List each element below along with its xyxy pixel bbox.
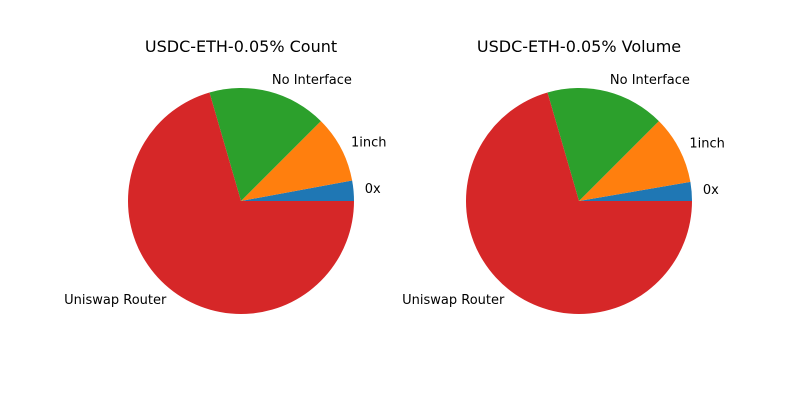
pie-labels-volume: 0x 1inch No Interface Uniswap Router <box>402 73 725 308</box>
pie-slice-count-0x <box>241 180 354 201</box>
chart-title-volume: USDC-ETH-0.05% Volume <box>477 37 681 56</box>
chart-title-count: USDC-ETH-0.05% Count <box>145 37 337 56</box>
pie-label-volume-1inch: 1inch <box>689 136 725 151</box>
pie-label-volume-no-interface: No Interface <box>610 73 690 88</box>
pie-label-volume-uniswap-router: Uniswap Router <box>402 293 505 308</box>
pie-label-count-no-interface: No Interface <box>272 73 352 88</box>
pie-labels-count: 0x 1inch No Interface Uniswap Router <box>64 73 386 308</box>
pie-slice-volume-uniswap-router <box>465 92 692 315</box>
pie-chart-count: USDC-ETH-0.05% Count 0x 1inch No Interface… <box>64 37 387 315</box>
pie-label-volume-0x: 0x <box>703 183 719 198</box>
pie-label-count-0x: 0x <box>365 182 381 197</box>
pie-slice-volume-no-interface <box>547 88 659 201</box>
pie-slices-count <box>128 88 354 315</box>
pie-slice-volume-1inch <box>579 121 691 201</box>
pie-slice-count-uniswap-router <box>128 92 354 315</box>
pie-slice-volume-0x <box>579 181 692 201</box>
pie-slice-count-no-interface <box>209 88 321 201</box>
pie-slice-count-1inch <box>241 121 353 201</box>
pie-slices-volume <box>465 88 692 315</box>
pie-label-count-1inch: 1inch <box>351 136 387 151</box>
pie-label-count-uniswap-router: Uniswap Router <box>64 293 167 308</box>
pie-chart-volume: USDC-ETH-0.05% Volume 0x 1inch No Interfac… <box>402 37 725 315</box>
